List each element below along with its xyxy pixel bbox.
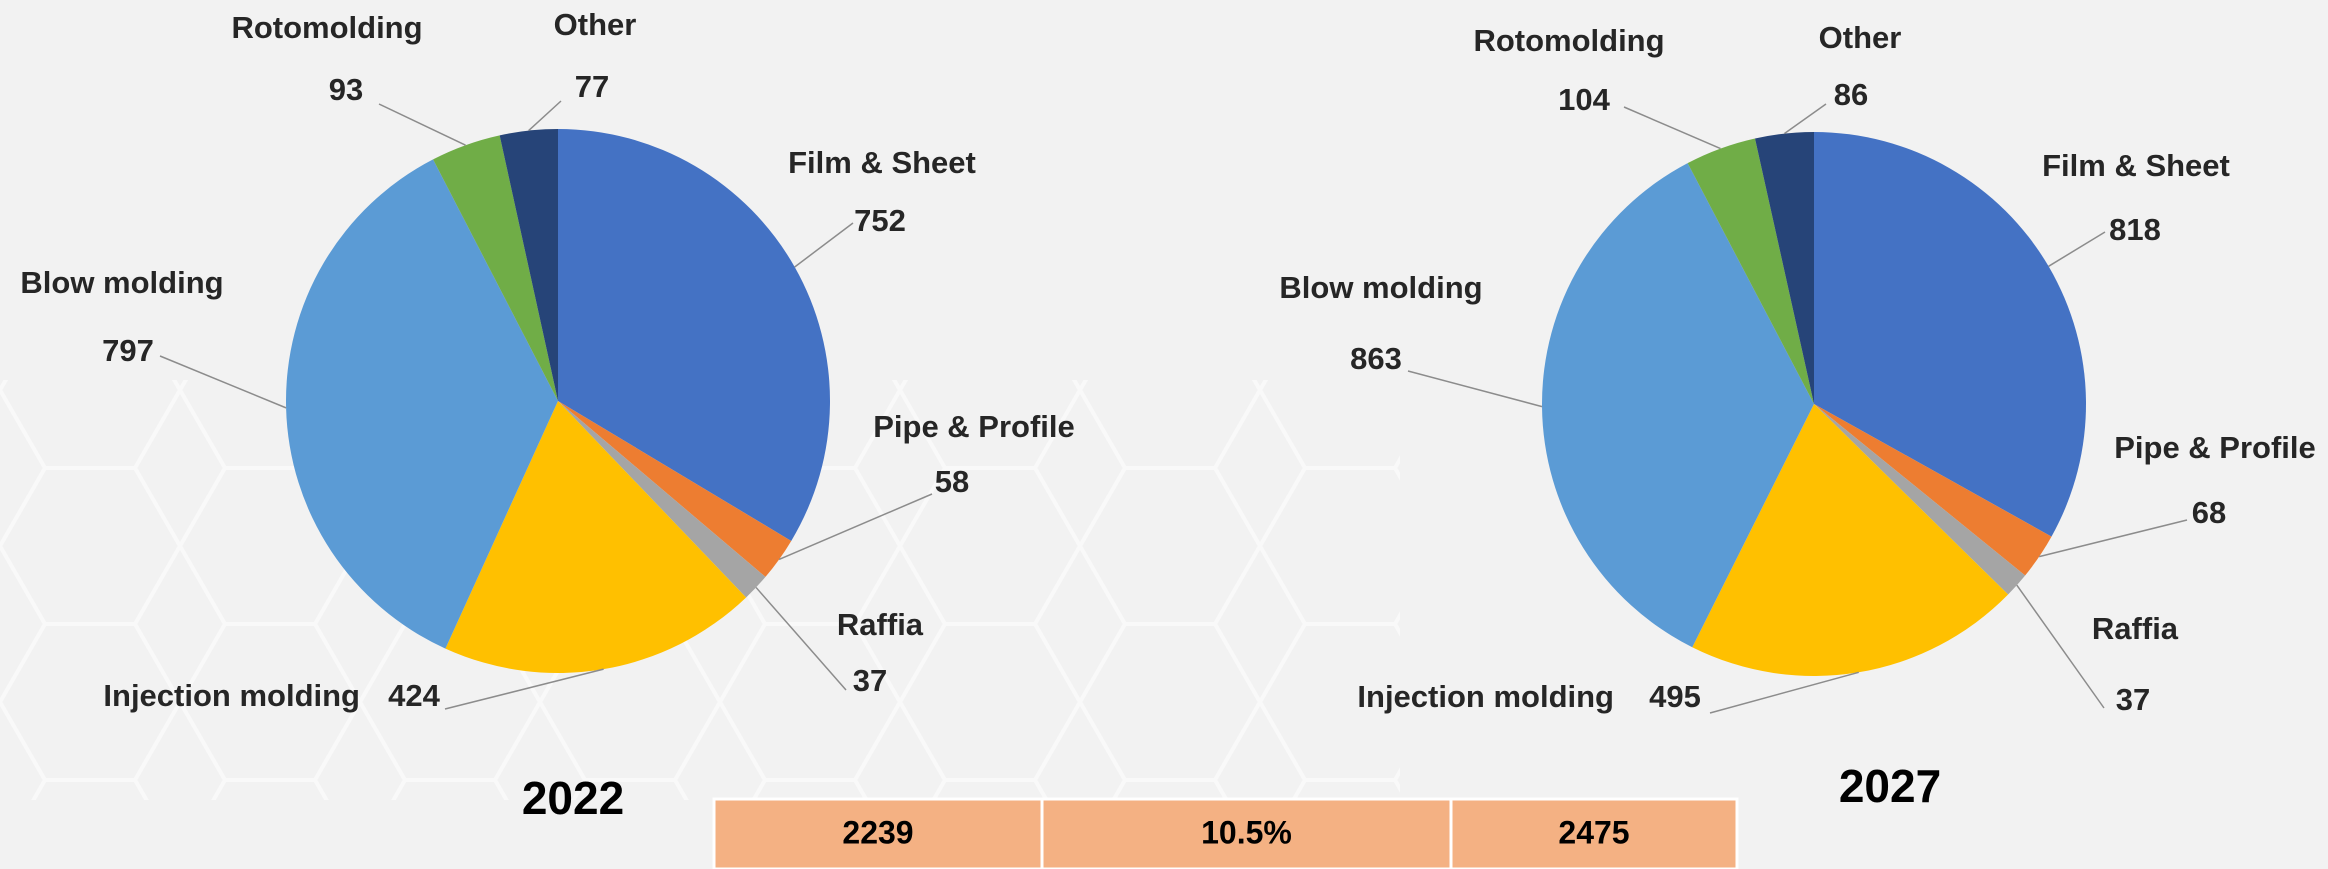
- leader-line: [1407, 370, 1543, 408]
- table-cell-text: 2475: [1558, 814, 1629, 850]
- leader-line: [444, 668, 604, 710]
- slice-name: Pipe & Profile: [2114, 430, 2316, 465]
- slice-name: Rotomolding: [231, 10, 422, 45]
- slice-name: Pipe & Profile: [873, 409, 1075, 444]
- leader-line: [2038, 519, 2188, 558]
- table-cell-text: 2239: [842, 814, 913, 850]
- pie-slice: [558, 401, 792, 577]
- pie-slice: [558, 401, 766, 598]
- leader-line: [1709, 671, 1859, 714]
- table-cell-text: 10.5%: [1201, 814, 1292, 850]
- leader-line: [2048, 231, 2106, 267]
- pie-slice: [499, 129, 558, 401]
- plot-area: Film & Sheet 752 Pipe & Profile 58 Raffia 37 I…: [20, 7, 2315, 824]
- pie-slice: [445, 401, 747, 673]
- table-cell: [712, 797, 1044, 869]
- slice-value: 424: [388, 678, 440, 713]
- pie-slice: [1754, 132, 1814, 404]
- slice-value: 77: [575, 69, 609, 104]
- slice-value: 37: [2116, 682, 2150, 717]
- slice-value: 752: [854, 203, 906, 238]
- chart-title: 2027: [1839, 760, 1941, 812]
- slice-name: Other: [554, 7, 637, 42]
- slice-value: 104: [1558, 82, 1610, 117]
- leader-line: [794, 222, 854, 268]
- slice-value: 818: [2109, 212, 2161, 247]
- slice-value: 37: [853, 663, 887, 698]
- chart-title: 2022: [522, 772, 624, 824]
- pie-slice: [1692, 404, 2009, 677]
- slice-name: Blow molding: [20, 265, 223, 300]
- pie-slice: [558, 129, 830, 541]
- slice-value: 68: [2192, 495, 2226, 530]
- slice-name: Injection molding: [103, 678, 360, 713]
- slice-value: 93: [329, 72, 363, 107]
- slice-name: Film & Sheet: [788, 145, 976, 180]
- leader-line: [159, 355, 287, 409]
- pie-slice: [433, 135, 558, 401]
- pie-slice: [1814, 132, 2086, 537]
- pie-slice: [285, 159, 558, 649]
- leader-line: [778, 493, 933, 561]
- slice-name: Injection molding: [1357, 679, 1614, 714]
- slice-name: Raffia: [837, 607, 924, 642]
- leader-line: [378, 103, 466, 146]
- slice-name: Film & Sheet: [2042, 148, 2230, 183]
- slice-name: Rotomolding: [1473, 23, 1664, 58]
- slice-name: Raffia: [2092, 611, 2179, 646]
- summary-table: 2239 10.5% 2475: [712, 797, 1739, 869]
- table-cell: [1040, 797, 1453, 869]
- leader-line: [1623, 106, 1721, 150]
- leader-line: [1783, 103, 1827, 135]
- slice-value: 495: [1649, 679, 1701, 714]
- slice-value: 58: [935, 464, 969, 499]
- pie-slice: [1542, 163, 1814, 648]
- slice-name: Other: [1819, 20, 1902, 55]
- leader-line: [2016, 584, 2105, 709]
- leader-line: [528, 100, 562, 132]
- table-cell: [1449, 797, 1739, 869]
- pie-slice: [1814, 404, 2026, 595]
- pie-slice: [1814, 404, 2052, 576]
- slice-value: 797: [102, 333, 154, 368]
- pie-slice: [1687, 138, 1814, 404]
- slice-name: Blow molding: [1279, 270, 1482, 305]
- leader-line: [755, 586, 847, 691]
- slice-value: 86: [1834, 77, 1868, 112]
- slice-value: 863: [1350, 341, 1402, 376]
